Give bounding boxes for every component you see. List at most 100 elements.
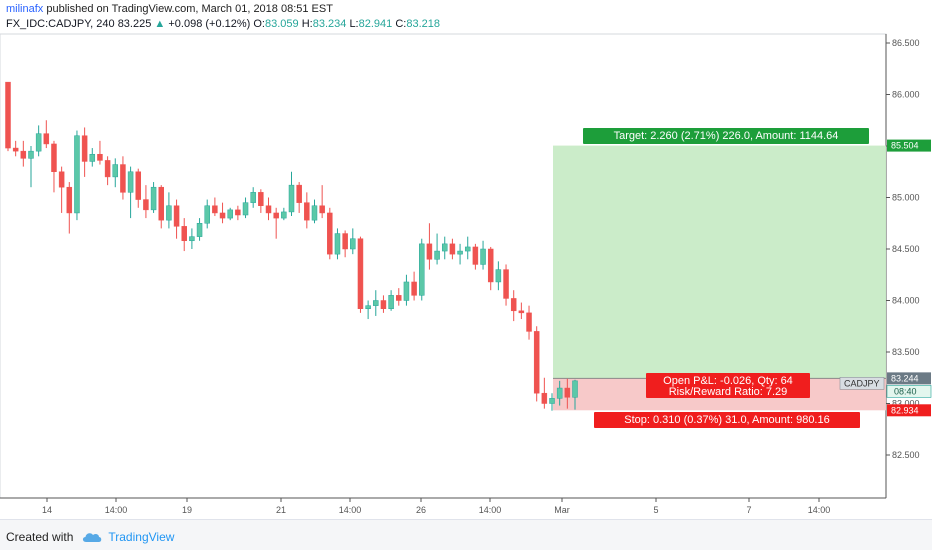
candle-body	[12, 147, 19, 152]
price-tick-label: 84.500	[892, 244, 920, 254]
stop-label-text: Stop: 0.310 (0.37%) 31.0, Amount: 980.16	[624, 414, 829, 426]
symbol-name[interactable]: FX_IDC:CADJPY, 240	[6, 18, 115, 30]
current-price-badge: 83.244	[891, 373, 919, 383]
target-label-text: Target: 2.260 (2.71%) 226.0, Amount: 114…	[614, 130, 839, 142]
time-tick-label: 5	[653, 505, 658, 515]
open-label: O:	[253, 18, 265, 30]
low-value: 82.941	[358, 18, 393, 30]
countdown: 08:40	[894, 386, 917, 396]
time-tick-label: 14:00	[339, 505, 362, 515]
high-value: 83.234	[312, 18, 347, 30]
candle-body	[304, 202, 310, 221]
candle-body	[464, 246, 471, 252]
stop-label-bg	[594, 412, 860, 428]
candle-body	[43, 133, 50, 145]
up-arrow-icon: ▲	[154, 18, 166, 30]
candle-body	[158, 186, 164, 221]
candle-body	[219, 212, 226, 219]
candle-body	[350, 238, 356, 250]
candle-body	[212, 205, 218, 214]
candle-body	[235, 209, 241, 216]
candle-body	[258, 192, 264, 206]
candle-body	[342, 233, 348, 250]
symbol-info: FX_IDC:CADJPY, 240 83.225 ▲ +0.098 (+0.1…	[6, 18, 440, 30]
cloud-icon	[83, 533, 102, 542]
time-tick-label: 14:00	[479, 505, 502, 515]
candle-body	[112, 164, 119, 178]
candle-body	[89, 153, 96, 162]
candle-body	[327, 212, 333, 255]
candle-body	[426, 243, 433, 260]
candle-body	[242, 202, 249, 216]
price-axis: 86.50086.00085.50085.00084.50084.00083.5…	[886, 38, 932, 460]
candle-body	[166, 205, 172, 221]
time-tick-label: 14	[42, 505, 52, 515]
candle-body	[273, 212, 279, 219]
candle-body	[526, 312, 532, 332]
candle-body	[51, 143, 57, 173]
candle-body	[403, 281, 410, 301]
candle-body	[28, 150, 34, 159]
created-with-text: Created with	[6, 530, 74, 544]
price-change: +0.098 (+0.12%)	[168, 18, 251, 30]
candle-body	[204, 205, 210, 224]
open-value: 83.059	[265, 18, 299, 30]
target-price-badge-bg	[887, 139, 931, 152]
candle-body	[434, 250, 440, 260]
candle-body	[143, 199, 149, 211]
candle-body	[510, 298, 517, 312]
candle-body	[503, 269, 509, 299]
time-tick-label: 21	[276, 505, 286, 515]
candle-body	[564, 387, 571, 398]
target-label: Target: 2.260 (2.71%) 226.0, Amount: 114…	[583, 128, 869, 144]
tradingview-logo[interactable]: TradingView	[81, 530, 174, 544]
candle-body	[189, 236, 195, 242]
candle-body	[296, 184, 302, 203]
author-link[interactable]: milinafx	[6, 3, 44, 15]
candle-body	[487, 248, 494, 283]
publish-line: milinafx published on TradingView.com, M…	[6, 3, 333, 15]
candle-body	[66, 186, 73, 214]
price-chart[interactable]: 86.50086.00085.50085.00084.50084.00083.5…	[0, 0, 932, 519]
low-label: L:	[349, 18, 359, 30]
price-tick-label: 84.000	[892, 296, 920, 306]
candle-body	[419, 243, 425, 296]
pnl-label-text: Open P&L: -0.026, Qty: 64	[663, 375, 793, 387]
price-tick-label: 83.500	[892, 347, 920, 357]
symbol-tag: CADJPY	[844, 378, 880, 388]
time-tick-label: 7	[746, 505, 751, 515]
candle-body	[441, 243, 448, 252]
time-axis: 14 14:00 19 21 14:00 26 14:00 Mar 5 7 14:00	[42, 498, 830, 515]
candle-body	[35, 133, 42, 152]
candle-body	[288, 184, 295, 213]
candle-body	[97, 153, 103, 161]
candle-body	[127, 171, 134, 193]
stop-price-badge: 82.934	[891, 405, 919, 415]
candle-body	[58, 171, 65, 188]
candle-body	[20, 150, 27, 159]
candle-body	[549, 398, 555, 404]
candle-body	[449, 243, 456, 255]
price-tick-label: 85.000	[892, 193, 920, 203]
price-tick-label: 83.000	[892, 399, 920, 409]
countdown-bg	[886, 385, 932, 398]
footer: Created with TradingView	[6, 527, 174, 547]
candle-body	[572, 380, 578, 398]
close-label: C:	[395, 18, 407, 30]
candle-body	[5, 81, 11, 149]
candle-body	[319, 205, 325, 214]
candle-body	[541, 392, 548, 404]
candle-body	[388, 295, 394, 309]
time-tick-label: 26	[416, 505, 426, 515]
candle-body	[411, 281, 417, 296]
candle-body	[373, 300, 379, 306]
candle-body	[365, 305, 371, 309]
price-tick-label: 86.000	[892, 90, 920, 100]
candle-body	[265, 205, 272, 214]
price-tick-label: 86.500	[892, 38, 920, 48]
publish-text: published on TradingView.com, March 01, …	[46, 3, 333, 15]
candle-body	[150, 186, 157, 211]
symbol-tag-bg	[839, 377, 885, 390]
target-zone	[553, 145, 886, 379]
